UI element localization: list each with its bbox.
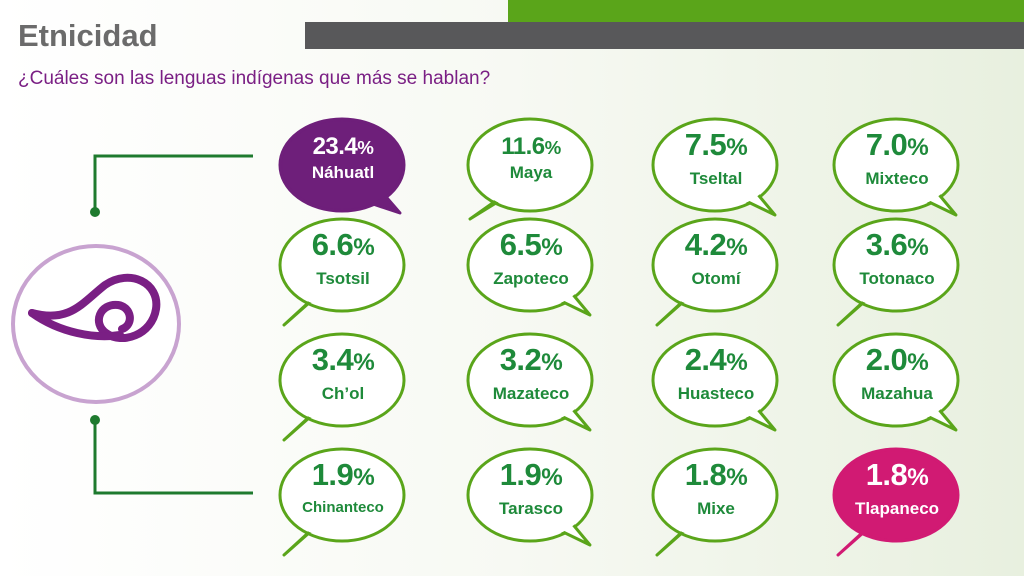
bubble-huasteco: 2.4% Huasteco [651,330,791,460]
language-name: Chinanteco [302,499,384,516]
percentage-symbol: % [353,234,375,261]
language-name: Mazahua [861,384,933,403]
language-name: Totonaco [859,269,935,288]
percentage-number: 6.5 [499,227,542,262]
percentage-value: 7.5% [651,127,781,163]
percentage-value: 7.0% [832,127,962,163]
percentage-value: 1.8% [651,457,781,493]
percentage-number: 2.4 [684,342,727,377]
bubble-maya: 11.6% Maya [466,115,606,245]
bubble-mixe: 1.8% Mixe [651,445,791,575]
bubble-totonaco: 3.6% Totonaco [832,215,972,345]
bubble-mazahua: 2.0% Mazahua [832,330,972,460]
percentage-number: 2.0 [865,342,908,377]
language-name: Tarasco [499,499,563,518]
percentage-symbol: % [544,137,562,158]
percentage-value: 2.0% [832,342,962,378]
language-name: Náhuatl [311,163,375,182]
percentage-symbol: % [907,349,929,376]
bubble-chinanteco: 1.9% Chinanteco [278,445,418,575]
percentage-symbol: % [357,137,374,158]
bubble-mazateco: 3.2% Mazateco [466,330,606,460]
percentage-value: 11.6% [466,133,596,161]
language-name: Tsotsil [316,269,370,288]
bubble-ch-ol: 3.4% Ch’ol [278,330,418,460]
page-title: Etnicidad [18,18,158,53]
percentage-value: 3.4% [278,342,408,378]
bubble-zapoteco: 6.5% Zapoteco [466,215,606,345]
language-name: Tseltal [689,169,743,188]
language-name: Huasteco [677,384,755,403]
percentage-value: 1.9% [466,457,596,493]
language-name: Ch’ol [321,384,365,403]
top-accent-bar-gray [305,22,1024,49]
bubble-mixteco: 7.0% Mixteco [832,115,972,245]
percentage-value: 1.8% [832,457,962,493]
language-name: Maya [509,163,553,182]
percentage-value: 3.6% [832,227,962,263]
percentage-symbol: % [353,464,375,491]
percentage-number: 3.4 [311,342,354,377]
percentage-number: 1.8 [684,457,727,492]
percentage-symbol: % [907,464,929,491]
bubble-tarasco: 1.9% Tarasco [466,445,606,575]
percentage-number: 7.5 [684,127,727,162]
language-name: Mixteco [865,169,929,188]
percentage-number: 23.4 [312,133,358,160]
percentage-symbol: % [726,134,748,161]
page-subtitle: ¿Cuáles son las lenguas indígenas que má… [18,68,491,89]
percentage-number: 4.2 [684,227,727,262]
percentage-value: 1.9% [278,457,408,493]
percentage-number: 3.2 [499,342,542,377]
percentage-symbol: % [541,234,563,261]
top-accent-bar-green [508,0,1024,22]
percentage-symbol: % [726,349,748,376]
language-name: Zapoteco [493,269,569,288]
percentage-symbol: % [907,134,929,161]
percentage-symbol: % [353,349,375,376]
percentage-number: 11.6 [501,133,545,160]
percentage-value: 2.4% [651,342,781,378]
percentage-symbol: % [907,234,929,261]
language-name: Mazateco [492,384,570,403]
language-name: Otomí [691,269,741,288]
percentage-value: 3.2% [466,342,596,378]
percentage-symbol: % [541,464,563,491]
percentage-number: 6.6 [311,227,354,262]
percentage-number: 1.9 [499,457,542,492]
language-name: Mixe [697,499,735,518]
bubble-tsotsil: 6.6% Tsotsil [278,215,418,345]
ethnicity-logo [10,243,182,405]
percentage-value: 6.6% [278,227,408,263]
percentage-symbol: % [726,234,748,261]
language-name: Tlapaneco [854,499,940,518]
bubble-tseltal: 7.5% Tseltal [651,115,791,245]
percentage-value: 23.4% [278,133,408,161]
percentage-number: 1.9 [311,457,354,492]
percentage-symbol: % [726,464,748,491]
percentage-number: 3.6 [865,227,908,262]
percentage-value: 4.2% [651,227,781,263]
percentage-symbol: % [541,349,563,376]
bubble-tlapaneco: 1.8% Tlapaneco [832,445,972,575]
bubble-nahuatl: 23.4% Náhuatl [278,115,418,245]
bubble-otomi: 4.2% Otomí [651,215,791,345]
swirl-icon [28,273,161,342]
percentage-number: 7.0 [865,127,908,162]
percentage-number: 1.8 [865,457,908,492]
percentage-value: 6.5% [466,227,596,263]
